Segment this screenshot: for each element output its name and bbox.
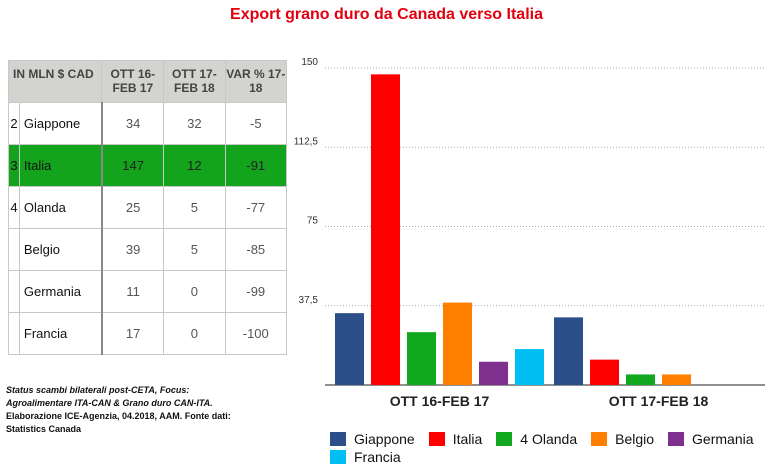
row-value-period1: 11 — [101, 270, 165, 313]
legend-label: 4 Olanda — [520, 431, 578, 447]
bar — [407, 332, 436, 385]
table-header-period1: OTT 16-FEB 17 — [101, 60, 165, 103]
bar — [479, 361, 508, 385]
bar — [554, 317, 583, 385]
row-rank — [8, 270, 20, 313]
legend-item: Belgio — [591, 430, 654, 448]
legend-label: Francia — [354, 449, 401, 465]
row-variation: -77 — [224, 186, 288, 229]
row-value-period2: 0 — [163, 270, 226, 313]
export-table: IN MLN $ CAD OTT 16-FEB 17 OTT 17-FEB 18… — [7, 60, 288, 355]
table-header-var: VAR % 17-18 — [224, 60, 288, 103]
y-tick-label: 37,5 — [299, 295, 319, 306]
table-row: 4 Olanda 25 5 -77 — [8, 186, 288, 229]
row-variation: -100 — [224, 312, 288, 355]
bar — [443, 302, 472, 385]
legend-label: Giappone — [354, 431, 415, 447]
bar — [371, 74, 400, 385]
row-value-period2: 5 — [163, 228, 226, 271]
row-value-period2: 12 — [163, 144, 226, 187]
row-rank — [8, 228, 20, 271]
legend-label: Belgio — [615, 431, 655, 447]
note-line: Status scambi bilaterali post-CETA, Focu… — [6, 385, 190, 395]
legend-label: Germania — [692, 431, 754, 447]
note-line: Statistics Canada — [6, 424, 82, 434]
row-value-period2: 32 — [163, 102, 226, 145]
y-tick-label: 112,5 — [294, 136, 319, 147]
row-rank: 3 — [8, 144, 20, 187]
legend-swatch — [668, 432, 685, 446]
row-value-period1: 17 — [101, 312, 165, 355]
legend-item: Italia — [428, 430, 483, 448]
legend-swatch — [496, 432, 513, 446]
legend-swatch — [428, 432, 445, 446]
chart-title: Export grano duro da Canada verso Italia — [230, 6, 543, 23]
row-value-period1: 34 — [101, 102, 165, 145]
note-line: Elaborazione ICE-Agenzia, 04.2018, AAM. … — [6, 411, 231, 421]
table-header-unit: IN MLN $ CAD — [7, 60, 103, 103]
row-rank: 4 — [8, 186, 20, 229]
chart-legend: Giappone Italia 4 Olanda Belgio Germania Fran… — [330, 430, 770, 466]
row-country: Giappone — [18, 102, 103, 145]
row-rank — [8, 312, 20, 355]
legend-swatch — [330, 432, 346, 446]
bar — [662, 374, 691, 385]
y-tick-label: 150 — [301, 57, 318, 68]
table-header-row: IN MLN $ CAD OTT 16-FEB 17 OTT 17-FEB 18… — [7, 60, 288, 103]
row-rank: 2 — [8, 102, 20, 145]
row-variation: -91 — [224, 144, 288, 187]
row-country: Olanda — [18, 186, 103, 229]
row-country: Francia — [18, 312, 103, 355]
legend-item: Francia — [330, 448, 401, 466]
x-category-label: OTT 17-FEB 18 — [609, 393, 709, 409]
legend-item: 4 Olanda — [496, 430, 577, 448]
table-row: Germania 11 0 -99 — [8, 270, 288, 313]
table-row: Francia 17 0 -100 — [8, 312, 288, 355]
legend-label: Italia — [452, 431, 483, 447]
row-value-period1: 39 — [101, 228, 165, 271]
row-value-period1: 147 — [101, 144, 165, 187]
x-category-label: OTT 16-FEB 17 — [390, 393, 490, 409]
table-row: 2 Giappone 34 32 -5 — [8, 102, 288, 145]
bar — [335, 313, 364, 385]
legend-swatch — [330, 450, 346, 464]
table-row: Belgio 39 5 -85 — [8, 228, 288, 271]
row-variation: -85 — [224, 228, 288, 271]
row-value-period2: 0 — [163, 312, 226, 355]
note-line: Agroalimentare ITA-CAN & Grano duro CAN-… — [6, 398, 213, 408]
row-country: Belgio — [18, 228, 103, 271]
row-country: Italia — [18, 144, 103, 187]
bar — [590, 359, 619, 385]
legend-item: Giappone — [330, 430, 415, 448]
row-value-period2: 5 — [163, 186, 226, 229]
row-variation: -99 — [224, 270, 288, 313]
bar — [515, 349, 544, 385]
row-value-period1: 25 — [101, 186, 165, 229]
table-header-period2: OTT 17-FEB 18 — [163, 60, 226, 103]
source-note: Status scambi bilaterali post-CETA, Focu… — [6, 384, 286, 436]
row-variation: -5 — [224, 102, 288, 145]
legend-swatch — [591, 432, 608, 446]
y-tick-label: 75 — [307, 216, 319, 227]
table-row-highlighted: 3 Italia 147 12 -91 — [8, 144, 288, 187]
bar — [626, 374, 655, 385]
row-country: Germania — [18, 270, 103, 313]
legend-item: Germania — [668, 430, 754, 448]
